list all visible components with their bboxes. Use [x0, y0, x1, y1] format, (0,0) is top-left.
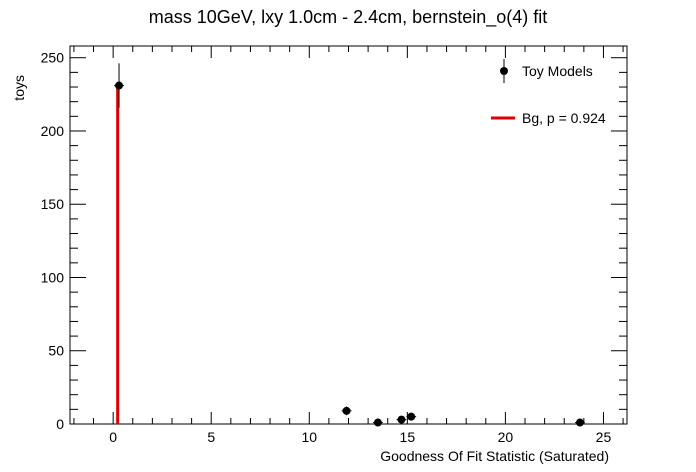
toy-model-point — [575, 418, 585, 427]
y-tick-label: 0 — [56, 416, 64, 432]
legend-label-toy-models: Toy Models — [522, 63, 593, 79]
toy-model-point — [406, 412, 417, 421]
x-tick-label: 10 — [301, 429, 317, 445]
data-marker — [575, 418, 584, 427]
x-axis: 0 5 10 15 20 25 — [73, 46, 624, 445]
y-tick-label: 150 — [41, 196, 65, 212]
y-tick-label: 50 — [48, 343, 64, 359]
y-tick-label: 250 — [41, 50, 65, 66]
data-marker — [397, 415, 406, 424]
y-axis-label: toys — [11, 75, 27, 101]
plot-frame — [69, 45, 628, 425]
y-tick-label: 200 — [41, 123, 65, 139]
data-marks — [114, 63, 585, 427]
x-tick-label: 20 — [498, 429, 514, 445]
x-tick-label: 0 — [109, 429, 117, 445]
toy-model-point — [396, 415, 407, 424]
legend-item-bg-fit: Bg, p = 0.924 — [491, 110, 606, 126]
toy-model-point — [373, 418, 383, 427]
data-marker — [373, 418, 382, 427]
legend-marker-icon — [500, 67, 508, 75]
legend-label-bg-fit: Bg, p = 0.924 — [522, 110, 606, 126]
legend-item-toy-models: Toy Models — [500, 59, 593, 83]
x-axis-label: Goodness Of Fit Statistic (Saturated) — [380, 448, 609, 464]
toy-model-point — [114, 63, 124, 108]
data-marker — [342, 406, 351, 415]
legend: Toy Models Bg, p = 0.924 — [491, 59, 606, 126]
x-tick-label: 15 — [400, 429, 416, 445]
data-marker — [115, 81, 124, 90]
y-axis: 0 50 100 150 200 250 — [41, 50, 627, 432]
data-marker — [407, 412, 416, 421]
x-tick-label: 25 — [596, 429, 612, 445]
x-tick-label: 5 — [207, 429, 215, 445]
chart-title: mass 10GeV, lxy 1.0cm - 2.4cm, bernstein… — [149, 7, 548, 28]
toy-model-point — [341, 406, 352, 416]
y-tick-label: 100 — [41, 269, 65, 285]
